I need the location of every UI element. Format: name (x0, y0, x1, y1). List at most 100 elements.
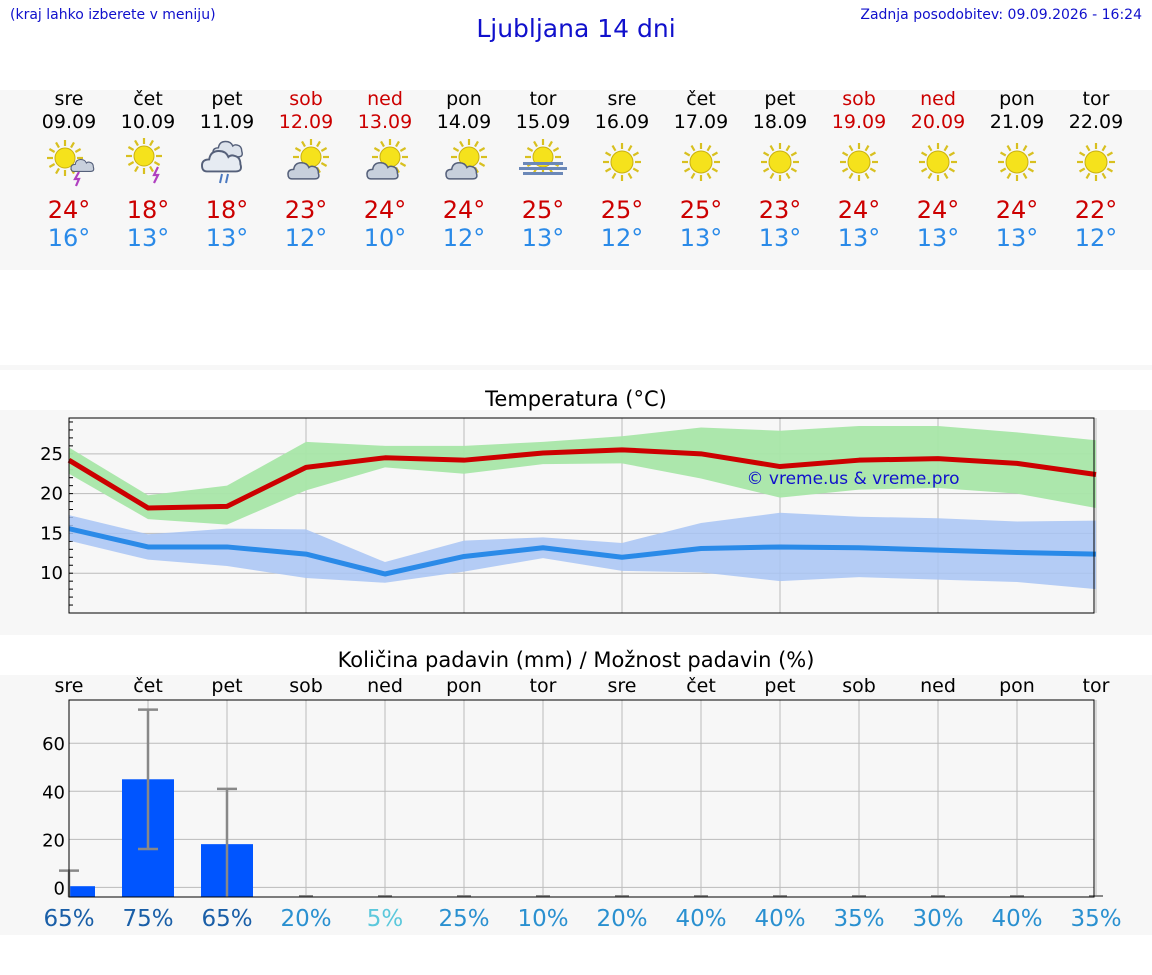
min-temp: 13° (126, 224, 170, 252)
min-temp-line (68, 526, 1097, 577)
x-day-label: ned (920, 675, 956, 697)
max-temp: 25° (600, 196, 644, 224)
day-name: sre (607, 88, 637, 110)
precip-chance-label: 20% (596, 906, 647, 932)
day-column: čet 10.09 18° 13° (108, 88, 188, 252)
max-temp: 18° (126, 196, 170, 224)
precip-chance-label: 65% (43, 906, 94, 932)
day-name: sob (842, 88, 876, 110)
watermark: © vreme.us & vreme.pro (746, 469, 959, 489)
temperature-chart-title: Temperatura (°C) (485, 387, 667, 411)
min-temp: 13° (679, 224, 723, 252)
x-day-label: tor (530, 675, 557, 697)
min-temp: 12° (1074, 224, 1118, 252)
max-temp: 25° (679, 196, 723, 224)
y-tick-label: 25 (40, 444, 63, 465)
day-date: 19.09 (831, 111, 887, 133)
max-temp: 22° (1074, 196, 1118, 224)
max-temp: 23° (284, 196, 328, 224)
precipitation-chart: sre čet pet sob ned pon tor sre čet pet sob ned pon t… (42, 675, 1121, 932)
day-date: 17.09 (673, 111, 729, 133)
day-date: 15.09 (515, 111, 571, 133)
day-name: sre (54, 88, 84, 110)
day-column: tor 15.09 25° 13° (503, 88, 583, 252)
x-day-label: čet (133, 675, 163, 697)
day-column: pet 11.09 18° 13° (187, 88, 267, 252)
last-updated: Zadnja posodobitev: 09.09.2026 - 16:24 (860, 7, 1142, 23)
day-date: 21.09 (989, 111, 1045, 133)
day-date: 10.09 (120, 111, 176, 133)
min-temp: 13° (205, 224, 249, 252)
precip-bar (69, 886, 95, 897)
day-date: 20.09 (910, 111, 966, 133)
max-temp: 24° (442, 196, 486, 224)
min-temp: 13° (758, 224, 802, 252)
max-temp: 24° (47, 196, 91, 224)
day-column: tor 22.09 22° 12° (1056, 88, 1136, 252)
x-day-label: pon (446, 675, 482, 697)
max-temp: 24° (837, 196, 881, 224)
x-day-label: sob (289, 675, 323, 697)
max-temp-band (69, 425, 1096, 525)
x-day-label: pon (999, 675, 1035, 697)
max-temp: 18° (205, 196, 249, 224)
day-date: 11.09 (199, 111, 255, 133)
sun-icon (661, 136, 741, 188)
sun-cloud-icon (266, 136, 346, 188)
y-tick-label: 0 (54, 878, 65, 899)
y-tick-label: 15 (40, 523, 63, 544)
min-temp: 12° (600, 224, 644, 252)
precip-chance-label: 35% (1070, 906, 1121, 932)
min-temp: 13° (995, 224, 1039, 252)
day-name: tor (529, 88, 557, 110)
day-name: čet (686, 88, 716, 110)
precip-chance-label: 30% (912, 906, 963, 932)
max-temp: 24° (995, 196, 1039, 224)
precip-chart-title: Količina padavin (mm) / Možnost padavin … (337, 648, 815, 672)
page-title: Ljubljana 14 dni (476, 14, 676, 43)
location-hint[interactable]: (kraj lahko izberete v meniju) (10, 7, 216, 23)
sun-cloud-icon (424, 136, 504, 188)
day-date: 18.09 (752, 111, 808, 133)
max-temp-line (67, 447, 1097, 511)
cloud-rain-icon (187, 136, 267, 188)
day-name: pon (999, 88, 1035, 110)
day-name: čet (133, 88, 163, 110)
precip-chance-label: 35% (833, 906, 884, 932)
min-temp: 12° (442, 224, 486, 252)
day-name: tor (1082, 88, 1110, 110)
day-date: 12.09 (278, 111, 334, 133)
day-column: sre 16.09 25° 12° (582, 88, 662, 252)
x-day-label: sre (55, 675, 84, 697)
day-name: ned (920, 88, 956, 110)
min-temp: 12° (284, 224, 328, 252)
plot-border (68, 699, 1095, 898)
sun-icon (977, 136, 1057, 188)
x-day-label: pet (764, 675, 795, 697)
precip-chance-label: 10% (517, 906, 568, 932)
sun-icon (898, 136, 978, 188)
day-column: sob 19.09 24° 13° (819, 88, 899, 252)
forecast-band (0, 90, 1152, 270)
day-date: 14.09 (436, 111, 492, 133)
precip-chance-label: 5% (367, 906, 404, 932)
day-column: pet 18.09 23° 13° (740, 88, 820, 252)
min-temp: 13° (837, 224, 881, 252)
day-date: 22.09 (1068, 111, 1124, 133)
precip-chance-label: 65% (201, 906, 252, 932)
x-day-label: ned (367, 675, 403, 697)
sun-fog-icon (503, 136, 583, 188)
precip-chance-label: 25% (438, 906, 489, 932)
y-tick-label: 20 (40, 484, 63, 505)
max-temp: 24° (916, 196, 960, 224)
sun-icon (1056, 136, 1136, 188)
day-column: čet 17.09 25° 13° (661, 88, 741, 252)
sun-cloud-thunder-icon (29, 136, 109, 188)
min-temp: 13° (916, 224, 960, 252)
precip-chance-label: 40% (991, 906, 1042, 932)
min-temp: 16° (47, 224, 91, 252)
min-temp: 13° (521, 224, 565, 252)
day-date: 13.09 (357, 111, 413, 133)
plot-border (68, 417, 1095, 614)
min-temp: 10° (363, 224, 407, 252)
